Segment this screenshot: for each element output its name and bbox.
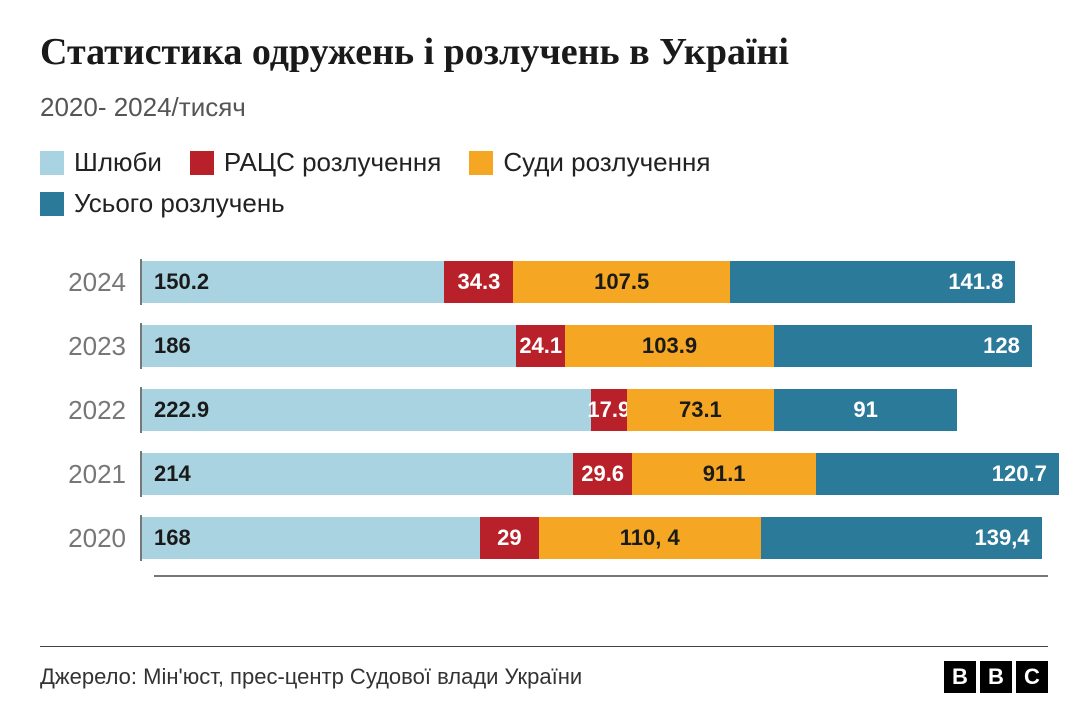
- bar-segment: 29.6: [573, 453, 633, 495]
- chart-row: 2020 168 29 110, 4 139,4: [60, 511, 1048, 565]
- bar-track: 168 29 110, 4 139,4: [140, 515, 1048, 561]
- year-label: 2023: [60, 331, 140, 362]
- bar-segment: 24.1: [516, 325, 565, 367]
- bar-segment: 141.8: [730, 261, 1015, 303]
- bar-track: 150.2 34.3 107.5 141.8: [140, 259, 1048, 305]
- legend: Шлюби РАЦС розлучення Суди розлучення Усьог…: [40, 147, 940, 219]
- legend-label: Шлюби: [74, 147, 162, 178]
- bar-segment: 120.7: [816, 453, 1059, 495]
- footer-rule: [40, 646, 1048, 647]
- chart-row: 2023 186 24.1 103.9 128: [60, 319, 1048, 373]
- bar-segment: 110, 4: [539, 517, 761, 559]
- chart-title: Статистика одружень і розлучень в Україн…: [40, 30, 1048, 74]
- bar-segment: 128: [774, 325, 1032, 367]
- year-label: 2024: [60, 267, 140, 298]
- legend-item: Усього розлучень: [40, 188, 285, 219]
- legend-item: Шлюби: [40, 147, 162, 178]
- bar-track: 222.9 17.9 73.1 91: [140, 387, 1048, 433]
- segment-value: 168: [154, 525, 191, 551]
- legend-label: РАЦС розлучення: [224, 147, 441, 178]
- legend-label: Усього розлучень: [74, 188, 285, 219]
- segment-value: 73.1: [679, 397, 722, 423]
- segment-value: 110, 4: [620, 525, 680, 551]
- segment-value: 91.1: [703, 461, 746, 487]
- logo-letter: B: [944, 661, 976, 693]
- legend-item: Суди розлучення: [469, 147, 710, 178]
- bar-segment: 17.9: [591, 389, 627, 431]
- segment-value: 186: [154, 333, 191, 359]
- legend-swatch: [40, 192, 64, 216]
- bar-chart: 2024150.234.3107.5141.8202318624.1103.91…: [60, 255, 1048, 565]
- x-axis-baseline: [154, 575, 1048, 577]
- year-label: 2021: [60, 459, 140, 490]
- segment-value: 91: [853, 397, 877, 423]
- segment-value: 120.7: [992, 461, 1047, 487]
- legend-label: Суди розлучення: [503, 147, 710, 178]
- bar-track: 186 24.1 103.9 128: [140, 323, 1048, 369]
- segment-value: 107.5: [594, 269, 649, 295]
- year-label: 2022: [60, 395, 140, 426]
- bar-segment: 91: [774, 389, 957, 431]
- legend-swatch: [469, 151, 493, 175]
- segment-value: 128: [983, 333, 1020, 359]
- segment-value: 141.8: [948, 269, 1003, 295]
- segment-value: 150.2: [154, 269, 209, 295]
- bar-segment: 29: [480, 517, 538, 559]
- source-text: Джерело: Мін'юст, прес-центр Судової вла…: [40, 664, 582, 690]
- bar-segment: 73.1: [627, 389, 774, 431]
- bar-segment: 150.2: [142, 261, 444, 303]
- segment-value: 139,4: [974, 525, 1029, 551]
- bar-segment: 168: [142, 517, 480, 559]
- chart-row: 2022 222.9 17.9 73.1 91: [60, 383, 1048, 437]
- bar-segment: 139,4: [761, 517, 1042, 559]
- segment-value: 34.3: [458, 269, 501, 295]
- segment-value: 222.9: [154, 397, 209, 423]
- segment-value: 214: [154, 461, 191, 487]
- bar-segment: 186: [142, 325, 516, 367]
- segment-value: 29: [497, 525, 521, 551]
- bbc-logo: BBC: [944, 661, 1048, 693]
- bar-segment: 222.9: [142, 389, 591, 431]
- chart-subtitle: 2020- 2024/тисяч: [40, 92, 1048, 123]
- segment-value: 24.1: [519, 333, 562, 359]
- bar-track: 214 29.6 91.1 120.7: [140, 451, 1048, 497]
- bar-segment: 91.1: [632, 453, 815, 495]
- legend-item: РАЦС розлучення: [190, 147, 441, 178]
- chart-row: 2021 214 29.6 91.1 120.7: [60, 447, 1048, 501]
- bar-segment: 34.3: [444, 261, 513, 303]
- footer: Джерело: Мін'юст, прес-центр Судової вла…: [0, 646, 1088, 693]
- logo-letter: C: [1016, 661, 1048, 693]
- chart-row: 2024 150.2 34.3 107.5 141.8: [60, 255, 1048, 309]
- year-label: 2020: [60, 523, 140, 554]
- segment-value: 29.6: [581, 461, 624, 487]
- legend-swatch: [40, 151, 64, 175]
- bar-segment: 107.5: [513, 261, 729, 303]
- segment-value: 17.9: [587, 397, 630, 423]
- bar-segment: 103.9: [565, 325, 774, 367]
- bar-segment: 214: [142, 453, 573, 495]
- segment-value: 103.9: [642, 333, 697, 359]
- logo-letter: B: [980, 661, 1012, 693]
- legend-swatch: [190, 151, 214, 175]
